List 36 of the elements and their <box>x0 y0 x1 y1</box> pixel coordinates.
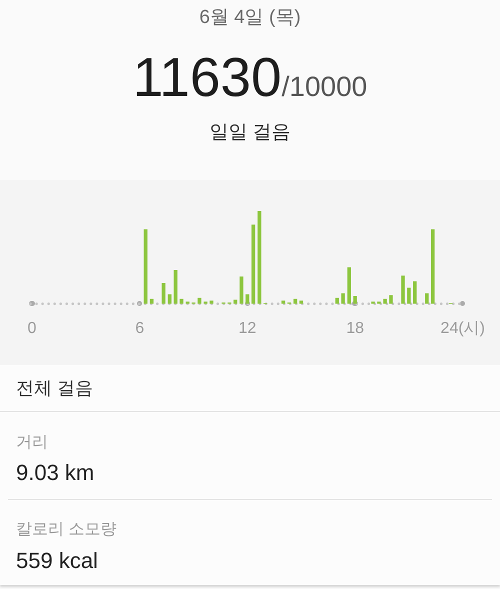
chart-subtitle: 일일 걸음 <box>209 122 291 143</box>
bar <box>251 224 256 304</box>
text: /10000 <box>282 71 368 102</box>
x-tick-label: 12 <box>238 320 256 337</box>
x-tick-label: 24(시) <box>440 320 485 337</box>
text: 칼로리 소모량 <box>16 521 116 538</box>
bar <box>258 211 262 304</box>
text: 전체 걸음 <box>16 378 94 398</box>
bar <box>413 281 417 304</box>
bar <box>240 276 244 304</box>
text: 11630 <box>132 46 282 108</box>
x-tick-label: 0 <box>28 320 37 337</box>
bar <box>168 294 172 304</box>
bar <box>401 276 405 304</box>
bar <box>389 295 393 304</box>
bar <box>210 300 214 304</box>
bar <box>174 270 178 304</box>
text: 559 kcal <box>16 548 98 573</box>
bar <box>407 288 411 304</box>
x-tick-label: 6 <box>135 320 144 337</box>
bar <box>281 300 286 304</box>
bar <box>180 298 184 304</box>
bar <box>299 300 304 304</box>
bar <box>198 298 202 304</box>
x-tick-label: 18 <box>346 320 364 337</box>
chart-title: 6월 4일 (목) <box>199 7 301 28</box>
bar <box>341 293 345 304</box>
bar <box>335 298 339 304</box>
text: 거리 <box>16 434 48 451</box>
bar <box>383 298 387 304</box>
bar <box>347 267 351 304</box>
bar <box>430 229 435 304</box>
text: 9.03 km <box>16 460 94 485</box>
bar <box>162 283 166 304</box>
bar <box>425 293 429 304</box>
bar <box>144 229 148 304</box>
